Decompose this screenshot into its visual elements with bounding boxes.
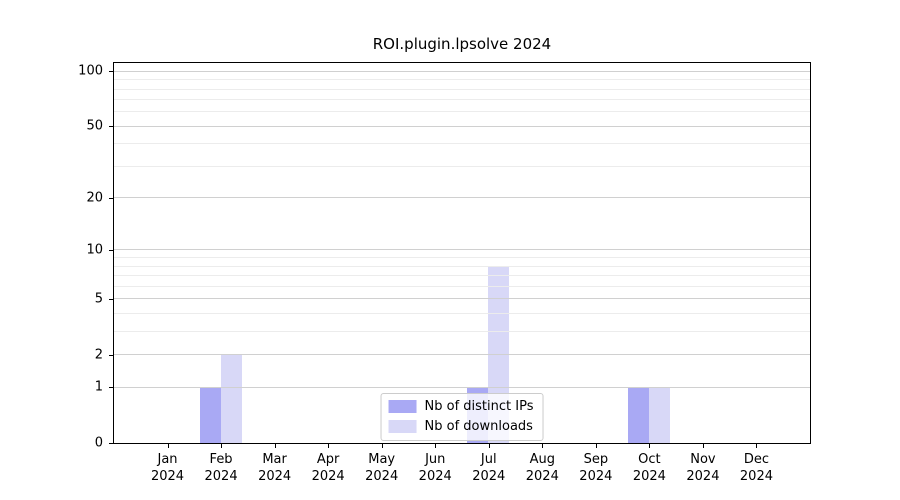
y-tick-mark-2 <box>109 354 113 356</box>
legend: Nb of distinct IPs Nb of downloads <box>380 393 544 441</box>
y-tick-mark-50 <box>109 126 113 128</box>
y-tick-label-0: 0 <box>94 435 103 451</box>
x-tick-label-apr: Apr 2024 <box>298 451 358 485</box>
y-tick-mark-100 <box>109 71 113 73</box>
x-tick-mark-apr <box>328 444 330 448</box>
bar-downloads-oct <box>648 387 670 443</box>
y-tick-mark-5 <box>109 298 113 300</box>
x-tick-label-mar: Mar 2024 <box>245 451 305 485</box>
x-tick-label-sep: Sep 2024 <box>566 451 626 485</box>
x-tick-year: 2024 <box>739 469 773 484</box>
x-tick-mark-aug <box>542 444 544 448</box>
legend-item-downloads: Nb of downloads <box>388 419 534 434</box>
plot-area: Nb of distinct IPs Nb of downloads <box>113 62 811 444</box>
x-tick-year: 2024 <box>204 469 238 484</box>
x-tick-year: 2024 <box>579 469 613 484</box>
x-tick-label-feb: Feb 2024 <box>191 451 251 485</box>
x-tick-mark-sep <box>595 444 597 448</box>
x-tick-mark-jun <box>435 444 437 448</box>
y-tick-label-10: 10 <box>86 242 103 258</box>
x-tick-mark-dec <box>756 444 758 448</box>
x-tick-label-aug: Aug 2024 <box>512 451 572 485</box>
x-tick-year: 2024 <box>150 469 185 484</box>
legend-label-distinct-ips: Nb of distinct IPs <box>424 399 534 414</box>
x-tick-mark-may <box>381 444 383 448</box>
x-tick-year: 2024 <box>365 469 399 484</box>
legend-label-downloads: Nb of downloads <box>424 419 533 434</box>
y-tick-label-50: 50 <box>86 118 103 134</box>
x-tick-label-may: May 2024 <box>352 451 412 485</box>
bar-downloads-feb <box>220 354 242 443</box>
x-tick-label-dec: Dec 2024 <box>726 451 786 485</box>
y-tick-mark-0 <box>109 443 113 444</box>
x-tick-mark-nov <box>702 444 704 448</box>
y-tick-label-20: 20 <box>86 190 103 206</box>
x-tick-mark-jul <box>488 444 490 448</box>
y-tick-label-5: 5 <box>94 291 103 307</box>
x-tick-year: 2024 <box>632 469 666 484</box>
y-tick-mark-20 <box>109 197 113 199</box>
y-tick-mark-10 <box>109 249 113 251</box>
x-tick-mark-oct <box>649 444 651 448</box>
x-tick-year: 2024 <box>525 469 559 484</box>
x-tick-year: 2024 <box>311 469 345 484</box>
x-tick-label-jul: Jul 2024 <box>459 451 519 485</box>
x-tick-year: 2024 <box>686 469 720 484</box>
bars-layer <box>114 63 810 443</box>
legend-swatch-distinct-ips <box>388 400 417 413</box>
x-tick-label-jun: Jun 2024 <box>405 451 465 485</box>
x-tick-mark-feb <box>221 444 223 448</box>
x-tick-mark-jan <box>167 444 169 448</box>
bar-distinct-ips-feb <box>199 387 221 443</box>
chart-title: ROI.plugin.lpsolve 2024 <box>372 35 552 53</box>
y-tick-label-2: 2 <box>94 347 103 363</box>
y-tick-label-100: 100 <box>78 63 103 79</box>
x-tick-year: 2024 <box>258 469 292 484</box>
x-tick-label-nov: Nov 2024 <box>673 451 733 485</box>
x-tick-label-oct: Oct 2024 <box>619 451 679 485</box>
legend-swatch-downloads <box>388 420 417 433</box>
x-tick-label-jan: Jan 2024 <box>138 451 198 485</box>
x-tick-year: 2024 <box>418 469 452 484</box>
x-tick-year: 2024 <box>472 469 506 484</box>
bar-distinct-ips-oct <box>627 387 649 443</box>
y-tick-mark-1 <box>109 387 113 389</box>
x-tick-mark-mar <box>274 444 276 448</box>
y-tick-label-1: 1 <box>94 379 103 395</box>
legend-item-distinct-ips: Nb of distinct IPs <box>388 399 534 414</box>
